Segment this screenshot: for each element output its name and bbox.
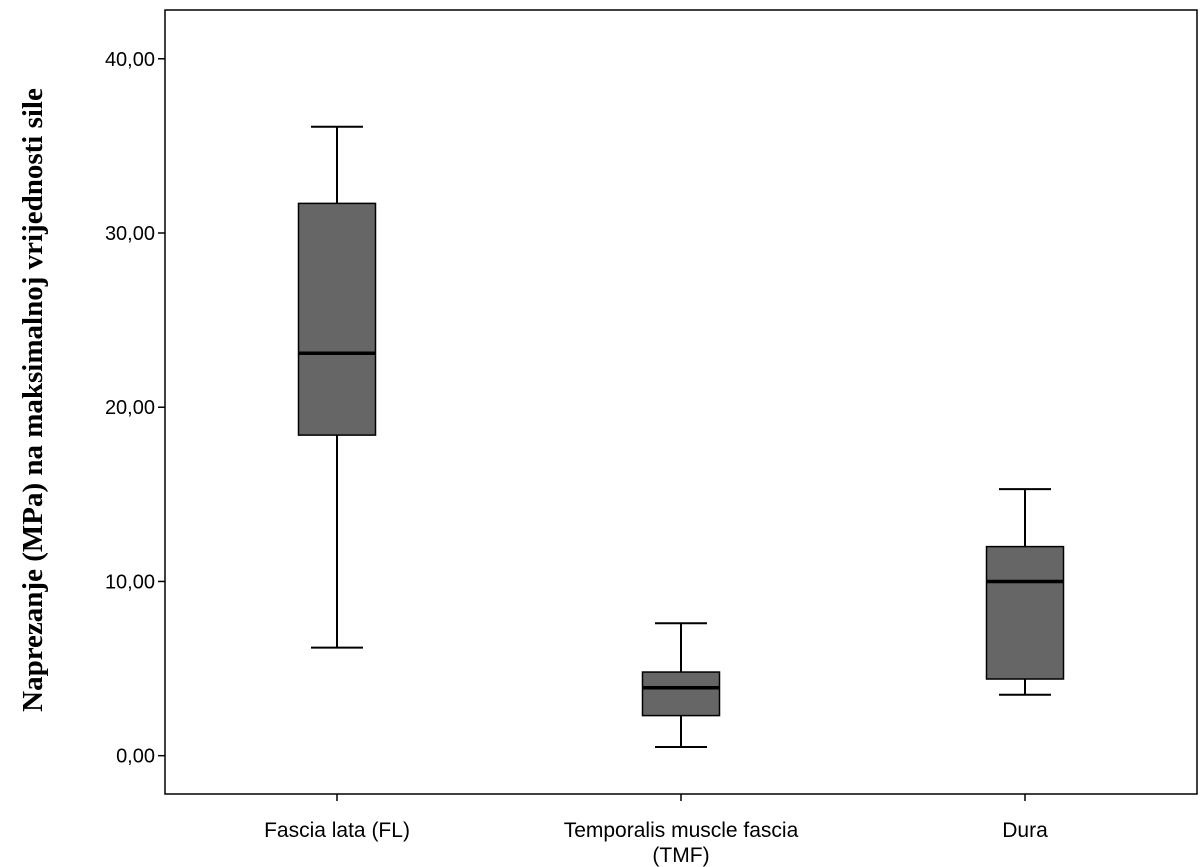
y-tick-label: 20,00 [105,397,155,419]
y-axis-label: Naprezanje (MPa) na maksimalnoj vrijedno… [17,88,49,712]
iqr-box [641,671,721,717]
boxes [297,125,1065,748]
y-tick-label: 40,00 [105,49,155,71]
x-category-label: Fascia lata (FL) [264,819,410,842]
box-2 [641,622,721,748]
y-axis: 0,00 10,00 20,00 30,00 40,00 [105,49,165,768]
x-category-label: Dura [1002,819,1048,842]
x-axis: Fascia lata (FL) Temporalis muscle fascia… [264,794,1048,867]
box-1 [297,125,377,649]
y-tick-label: 10,00 [105,571,155,593]
y-tick-label: 30,00 [105,223,155,245]
box-3 [985,488,1065,696]
x-category-label: Temporalis muscle fascia [564,819,799,842]
x-category-label: (TMF) [652,844,709,867]
y-tick-label: 0,00 [116,746,155,768]
iqr-box [985,545,1065,680]
iqr-box [297,202,377,436]
